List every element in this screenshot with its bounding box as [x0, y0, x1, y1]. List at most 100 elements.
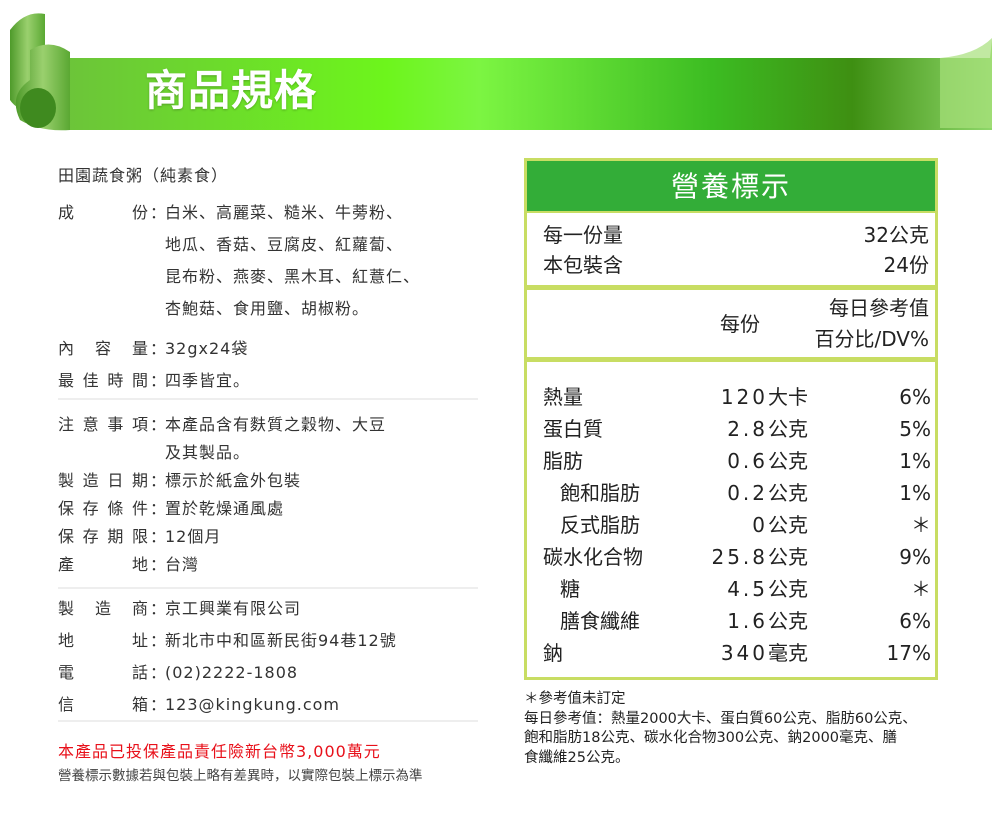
nutrient-unit: 公克	[768, 481, 808, 505]
colon: ：	[150, 527, 167, 546]
product-name: 田園蔬食粥（純素食）	[58, 166, 229, 185]
nutrient-dv: 17%	[886, 641, 931, 665]
nutrient-dv: ＊	[911, 577, 931, 601]
label-char: 地	[58, 631, 75, 650]
field-label: 內容 量	[58, 339, 148, 359]
note-line: 飽和脂肪18公克、碳水化合物300公克、鈉2000毫克、膳	[524, 730, 898, 746]
label-char: 意	[82, 415, 99, 434]
label-char: 保	[58, 499, 75, 518]
nutrient-dv: 1%	[899, 449, 931, 473]
nutrient-name: 糖	[560, 577, 580, 601]
field-label: 產地	[58, 555, 148, 575]
banner: 商品規格	[0, 0, 1000, 145]
nutrient-amount: 0.2	[727, 481, 768, 505]
field-label: 製造 商	[58, 599, 148, 619]
nutrient-amount: 120	[720, 385, 768, 409]
nutrient-dv: 1%	[899, 481, 931, 505]
colon: ：	[150, 555, 167, 574]
field-label: 製造日期	[58, 471, 148, 491]
servings-value: 24份	[883, 253, 929, 277]
field-label: 注意事項	[58, 415, 148, 435]
label-char: 量	[131, 339, 148, 358]
nutrient-unit: 公克	[768, 609, 808, 633]
field-value: 白米、高麗菜、糙米、牛蒡粉、	[165, 203, 404, 222]
insurance-notice: 本產品已投保產品責任險新台幣3,000萬元	[58, 742, 381, 761]
field-value: 123@kingkung.com	[165, 695, 341, 714]
divider	[58, 720, 478, 722]
notice-line: 及其製品。	[165, 443, 251, 462]
serving-section: 每一份量 32公克 本包裝含 24份	[527, 213, 935, 285]
ingredients-line: 杏鮑菇、食用鹽、胡椒粉。	[165, 299, 370, 318]
label-char: 存	[82, 499, 99, 518]
nutrient-unit: 公克	[768, 449, 808, 473]
label-char: 件	[131, 499, 148, 518]
field-value: 本產品含有麩質之穀物、大豆	[165, 415, 387, 434]
field-label: 地址	[58, 631, 148, 651]
nutrient-amount: 4.5	[727, 577, 768, 601]
serving-size-label: 每一份量	[543, 223, 623, 247]
colon: ：	[150, 339, 167, 358]
dv-header-line1: 每日參考值	[829, 296, 929, 320]
note-line: 食纖維25公克。	[524, 749, 630, 766]
label-char: 產	[58, 555, 75, 574]
divider	[58, 587, 478, 589]
nutrient-unit: 大卡	[768, 385, 808, 409]
nutrient-row: 鈉 340 毫克 17%	[527, 638, 935, 668]
note-line: 每日參考值：熱量2000大卡、蛋白質60公克、脂肪60公克、	[524, 710, 917, 727]
label-char: 造	[82, 471, 99, 490]
nutrient-unit: 公克	[768, 417, 808, 441]
label-char: 商	[131, 599, 148, 618]
label-char: 製	[58, 471, 75, 490]
nutrient-row: 熱量 120 大卡 6%	[527, 382, 935, 412]
nutrient-row: 飽和脂肪 0.2 公克 1%	[527, 478, 935, 508]
field-value: 32gx24袋	[165, 339, 249, 358]
label-char: 注	[58, 415, 75, 434]
label-char: 容	[94, 339, 111, 358]
nutrient-unit: 公克	[768, 513, 808, 537]
servings-label: 本包裝含	[543, 253, 623, 277]
nutrient-row: 脂肪 0.6 公克 1%	[527, 446, 935, 476]
field-label: 成份	[58, 203, 148, 223]
field-value: 四季皆宜。	[165, 371, 251, 390]
field-value: (02)2222-1808	[165, 663, 299, 682]
label-char: 份	[131, 203, 148, 222]
column-header-section: 每份 每日參考值 百分比/DV%	[527, 290, 935, 357]
nutrition-title: 營養標示	[527, 161, 935, 211]
label-char: 時	[107, 371, 124, 390]
nutrient-dv: 6%	[899, 385, 931, 409]
nutrient-amount: 0	[752, 513, 768, 537]
label-char: 限	[131, 527, 148, 546]
nutrient-name: 飽和脂肪	[560, 481, 640, 505]
field-value: 台灣	[165, 555, 200, 574]
field-label: 信箱	[58, 695, 148, 715]
nutrient-row: 碳水化合物 25.8 公克 9%	[527, 542, 935, 572]
nutrient-amount: 1.6	[727, 609, 768, 633]
nutrient-name: 蛋白質	[543, 417, 603, 441]
nutrient-rows: 熱量 120 大卡 6% 蛋白質 2.8 公克 5% 脂肪 0.6 公克 1% 飽和脂肪 0.2 公克 1% 反…	[527, 362, 935, 677]
divider	[58, 398, 478, 400]
colon: ：	[150, 499, 167, 518]
label-char: 存	[82, 527, 99, 546]
disclaimer: 營養標示數據若與包裝上略有差異時，以實際包裝上標示為準	[58, 768, 423, 784]
field-value: 置於乾燥通風處	[165, 499, 285, 518]
label-char: 地	[131, 555, 148, 574]
label-char: 日	[107, 471, 124, 490]
colon: ：	[150, 203, 167, 222]
label-char: 址	[131, 631, 148, 650]
colon: ：	[150, 631, 167, 650]
serving-size-value: 32公克	[863, 223, 929, 247]
nutrient-dv: ＊	[911, 513, 931, 537]
label-char: 箱	[131, 695, 148, 714]
colon: ：	[150, 663, 167, 682]
label-char: 製	[58, 599, 75, 618]
dv-header-line2: 百分比/DV%	[814, 327, 929, 351]
nutrient-name: 脂肪	[543, 449, 583, 473]
nutrient-row: 蛋白質 2.8 公克 5%	[527, 414, 935, 444]
nutrient-dv: 5%	[899, 417, 931, 441]
nutrient-row: 反式脂肪 0 公克 ＊	[527, 510, 935, 540]
colon: ：	[150, 471, 167, 490]
banner-title: 商品規格	[145, 66, 318, 115]
note-line: ＊參考值未訂定	[524, 691, 626, 707]
ribbon-graphic	[10, 13, 992, 131]
nutrient-name: 膳食纖維	[560, 609, 640, 633]
